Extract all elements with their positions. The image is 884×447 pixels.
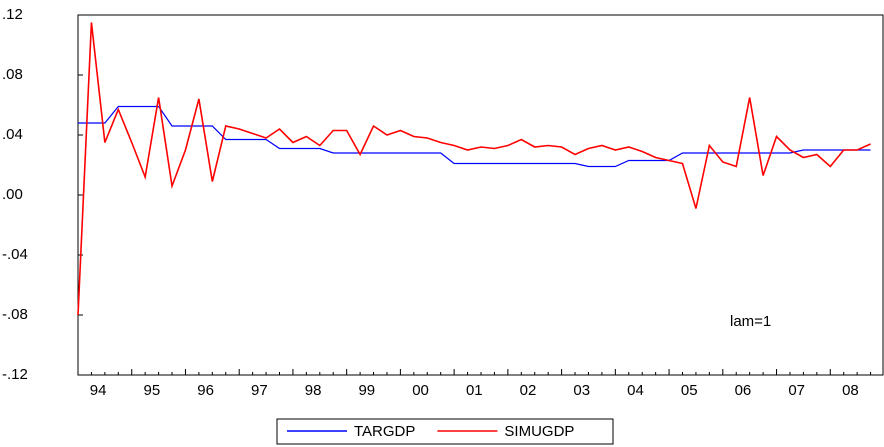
x-tick-label: 95 bbox=[144, 382, 161, 399]
y-tick-label: .04 bbox=[2, 126, 23, 143]
x-tick-label: 08 bbox=[842, 382, 859, 399]
x-tick-label: 03 bbox=[573, 382, 590, 399]
y-tick-label: -.12 bbox=[2, 366, 28, 383]
x-tick-label: 97 bbox=[251, 382, 268, 399]
y-tick-label: -.04 bbox=[2, 246, 28, 263]
x-tick-label: 96 bbox=[197, 382, 214, 399]
x-tick-label: 02 bbox=[520, 382, 537, 399]
y-tick-label: .08 bbox=[2, 66, 23, 83]
x-tick-label: 07 bbox=[788, 382, 805, 399]
annotation: lam=1 bbox=[730, 313, 771, 330]
series-line bbox=[78, 105, 871, 168]
y-tick-label: -.08 bbox=[2, 306, 28, 323]
x-tick-label: 94 bbox=[90, 382, 107, 399]
x-tick-label: 05 bbox=[681, 382, 698, 399]
x-tick-label: 06 bbox=[735, 382, 752, 399]
legend-label: TARGDP bbox=[354, 423, 415, 440]
x-tick-label: 04 bbox=[627, 382, 644, 399]
x-tick-label: 00 bbox=[412, 382, 429, 399]
x-tick-label: 01 bbox=[466, 382, 483, 399]
y-tick-label: .00 bbox=[2, 186, 23, 203]
y-tick-label: .12 bbox=[2, 6, 23, 23]
x-tick-label: 99 bbox=[358, 382, 375, 399]
legend-label: SIMUGDP bbox=[504, 423, 574, 440]
x-tick-label: 98 bbox=[305, 382, 322, 399]
series-line bbox=[77, 22, 871, 316]
